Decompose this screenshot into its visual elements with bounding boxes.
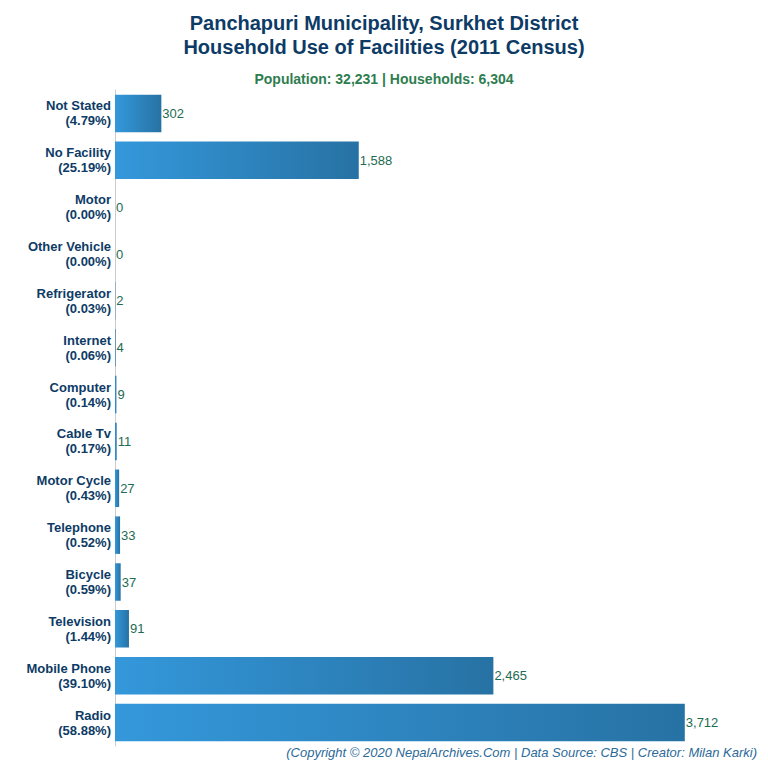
svg-text:Motor Cycle: Motor Cycle xyxy=(37,473,111,488)
svg-text:11: 11 xyxy=(118,434,132,449)
svg-text:(0.59%): (0.59%) xyxy=(65,582,111,597)
svg-text:(0.03%): (0.03%) xyxy=(65,301,111,316)
svg-text:Cable Tv: Cable Tv xyxy=(57,426,112,441)
svg-text:Refrigerator: Refrigerator xyxy=(37,286,111,301)
svg-text:(1.44%): (1.44%) xyxy=(65,629,111,644)
svg-text:33: 33 xyxy=(121,528,135,543)
svg-text:Population: 32,231 | Household: Population: 32,231 | Households: 6,304 xyxy=(254,71,513,87)
svg-text:(0.43%): (0.43%) xyxy=(65,488,111,503)
svg-text:(0.52%): (0.52%) xyxy=(65,535,111,550)
svg-text:(25.19%): (25.19%) xyxy=(58,160,111,175)
svg-text:(0.00%): (0.00%) xyxy=(65,207,111,222)
svg-text:37: 37 xyxy=(122,575,136,590)
svg-text:Internet: Internet xyxy=(63,333,111,348)
svg-text:9: 9 xyxy=(117,387,124,402)
svg-text:Mobile Phone: Mobile Phone xyxy=(27,661,112,676)
svg-text:2: 2 xyxy=(116,293,123,308)
svg-text:Not Stated: Not Stated xyxy=(46,98,111,113)
svg-text:3,712: 3,712 xyxy=(686,715,719,730)
svg-text:1,588: 1,588 xyxy=(360,153,393,168)
svg-text:0: 0 xyxy=(116,200,123,215)
svg-text:Telephone: Telephone xyxy=(47,520,111,535)
svg-text:302: 302 xyxy=(162,106,184,121)
svg-text:(4.79%): (4.79%) xyxy=(65,113,111,128)
svg-text:Other Vehicle: Other Vehicle xyxy=(28,239,111,254)
svg-text:Television: Television xyxy=(48,614,111,629)
svg-text:(0.17%): (0.17%) xyxy=(65,441,111,456)
svg-text:(0.06%): (0.06%) xyxy=(65,348,111,363)
svg-text:(39.10%): (39.10%) xyxy=(58,676,111,691)
svg-text:(Copyright © 2020 NepalArchive: (Copyright © 2020 NepalArchives.Com | Da… xyxy=(286,745,757,760)
svg-text:2,465: 2,465 xyxy=(494,668,527,683)
svg-text:Motor: Motor xyxy=(75,192,111,207)
svg-text:(0.14%): (0.14%) xyxy=(65,395,111,410)
svg-text:(58.88%): (58.88%) xyxy=(58,723,111,738)
svg-text:No Facility: No Facility xyxy=(45,145,112,160)
svg-text:0: 0 xyxy=(116,247,123,262)
svg-text:Bicycle: Bicycle xyxy=(65,567,111,582)
svg-text:Household Use of Facilities (2: Household Use of Facilities (2011 Census… xyxy=(183,36,584,58)
svg-text:4: 4 xyxy=(117,340,124,355)
svg-text:27: 27 xyxy=(120,481,134,496)
svg-text:91: 91 xyxy=(130,621,144,636)
svg-text:Radio: Radio xyxy=(75,708,111,723)
svg-text:Computer: Computer xyxy=(50,380,111,395)
svg-text:Panchapuri Municipality, Surkh: Panchapuri Municipality, Surkhet Distric… xyxy=(190,12,579,34)
svg-text:(0.00%): (0.00%) xyxy=(65,254,111,269)
